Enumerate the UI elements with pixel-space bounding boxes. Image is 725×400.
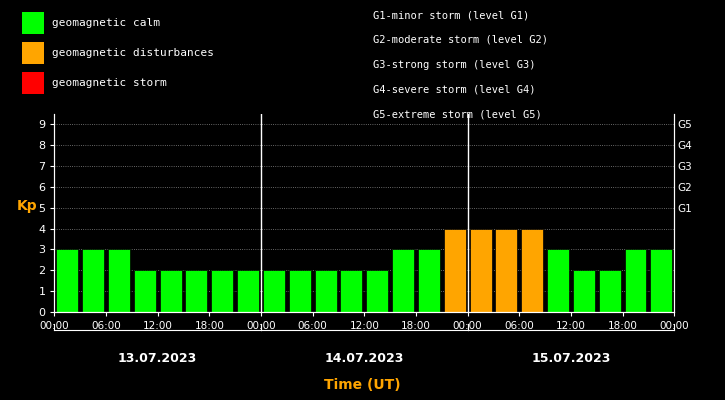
Text: geomagnetic storm: geomagnetic storm — [52, 78, 167, 88]
Text: G3-strong storm (level G3): G3-strong storm (level G3) — [373, 60, 536, 70]
Text: 14.07.2023: 14.07.2023 — [325, 352, 404, 364]
Text: Time (UT): Time (UT) — [324, 378, 401, 392]
Bar — [392, 250, 414, 312]
Bar — [470, 229, 492, 312]
Bar — [650, 250, 672, 312]
Text: G4-severe storm (level G4): G4-severe storm (level G4) — [373, 84, 536, 94]
Bar — [134, 270, 156, 312]
Bar — [599, 270, 621, 312]
Text: 15.07.2023: 15.07.2023 — [531, 352, 610, 364]
Text: geomagnetic disturbances: geomagnetic disturbances — [52, 48, 214, 58]
Bar — [418, 250, 440, 312]
Bar — [547, 250, 569, 312]
Text: G2-moderate storm (level G2): G2-moderate storm (level G2) — [373, 35, 548, 45]
Bar — [82, 250, 104, 312]
Bar — [289, 270, 311, 312]
Bar — [160, 270, 181, 312]
Bar — [263, 270, 285, 312]
Bar — [211, 270, 233, 312]
Bar — [108, 250, 130, 312]
Bar — [444, 229, 465, 312]
Text: G1-minor storm (level G1): G1-minor storm (level G1) — [373, 10, 530, 20]
Bar — [495, 229, 518, 312]
Bar — [186, 270, 207, 312]
Text: geomagnetic calm: geomagnetic calm — [52, 18, 160, 28]
Text: G5-extreme storm (level G5): G5-extreme storm (level G5) — [373, 109, 542, 119]
Text: 13.07.2023: 13.07.2023 — [118, 352, 197, 364]
Bar — [57, 250, 78, 312]
Y-axis label: Kp: Kp — [17, 199, 38, 213]
Bar — [624, 250, 647, 312]
Bar — [237, 270, 259, 312]
Bar — [521, 229, 543, 312]
Bar — [366, 270, 388, 312]
Bar — [315, 270, 336, 312]
Bar — [341, 270, 362, 312]
Bar — [573, 270, 594, 312]
